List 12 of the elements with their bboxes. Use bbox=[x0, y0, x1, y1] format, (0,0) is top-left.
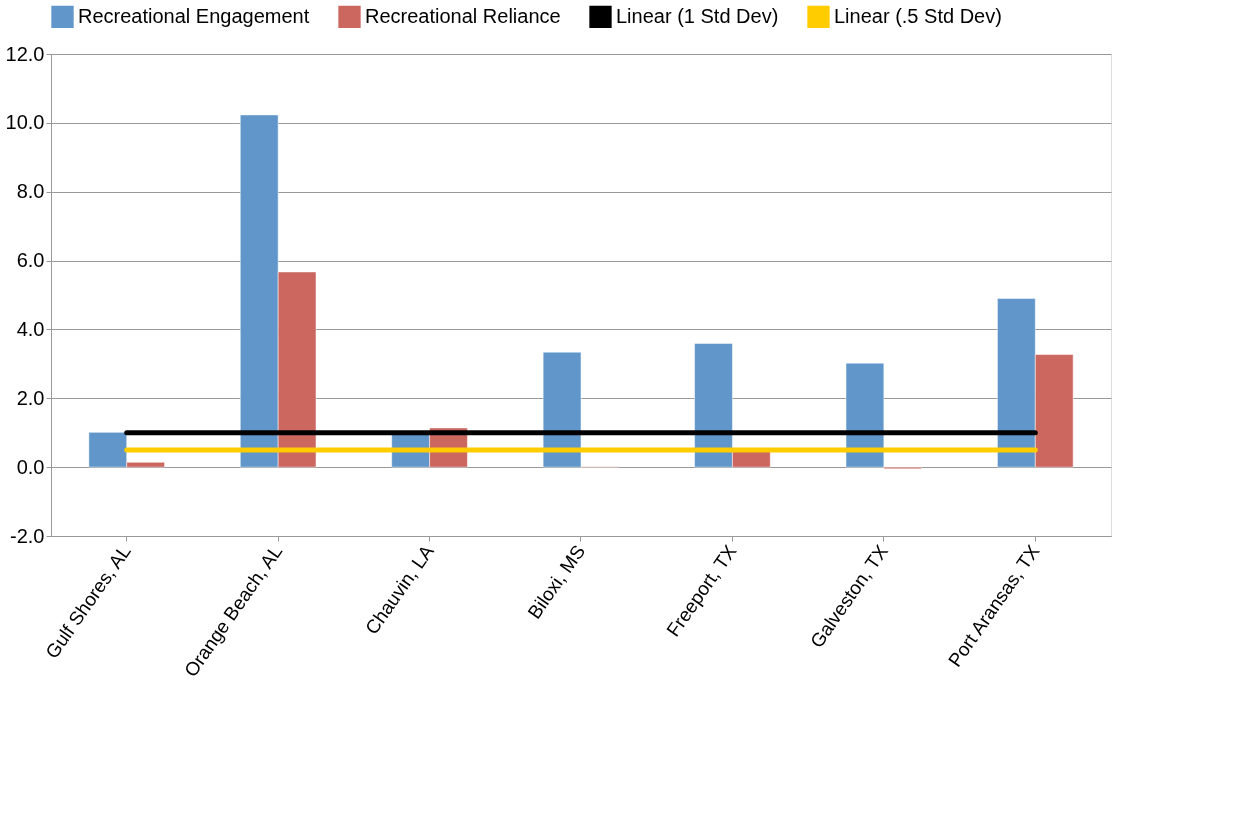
y-tick-label: -2.0 bbox=[10, 524, 45, 547]
legend-label: Linear (1 Std Dev) bbox=[616, 4, 779, 27]
y-tick-label: 12.0 bbox=[5, 42, 45, 65]
legend-label: Recreational Engagement bbox=[78, 4, 310, 27]
y-tick-label: 10.0 bbox=[5, 111, 45, 134]
y-tick-label: 6.0 bbox=[16, 249, 45, 272]
y-tick-label: 8.0 bbox=[16, 180, 45, 203]
legend-label: Linear (.5 Std Dev) bbox=[834, 4, 1002, 27]
y-tick-label: 0.0 bbox=[16, 455, 45, 478]
y-tick-label: 4.0 bbox=[16, 317, 45, 340]
legend-label: Recreational Reliance bbox=[365, 4, 561, 27]
y-tick-label: 2.0 bbox=[16, 386, 45, 409]
